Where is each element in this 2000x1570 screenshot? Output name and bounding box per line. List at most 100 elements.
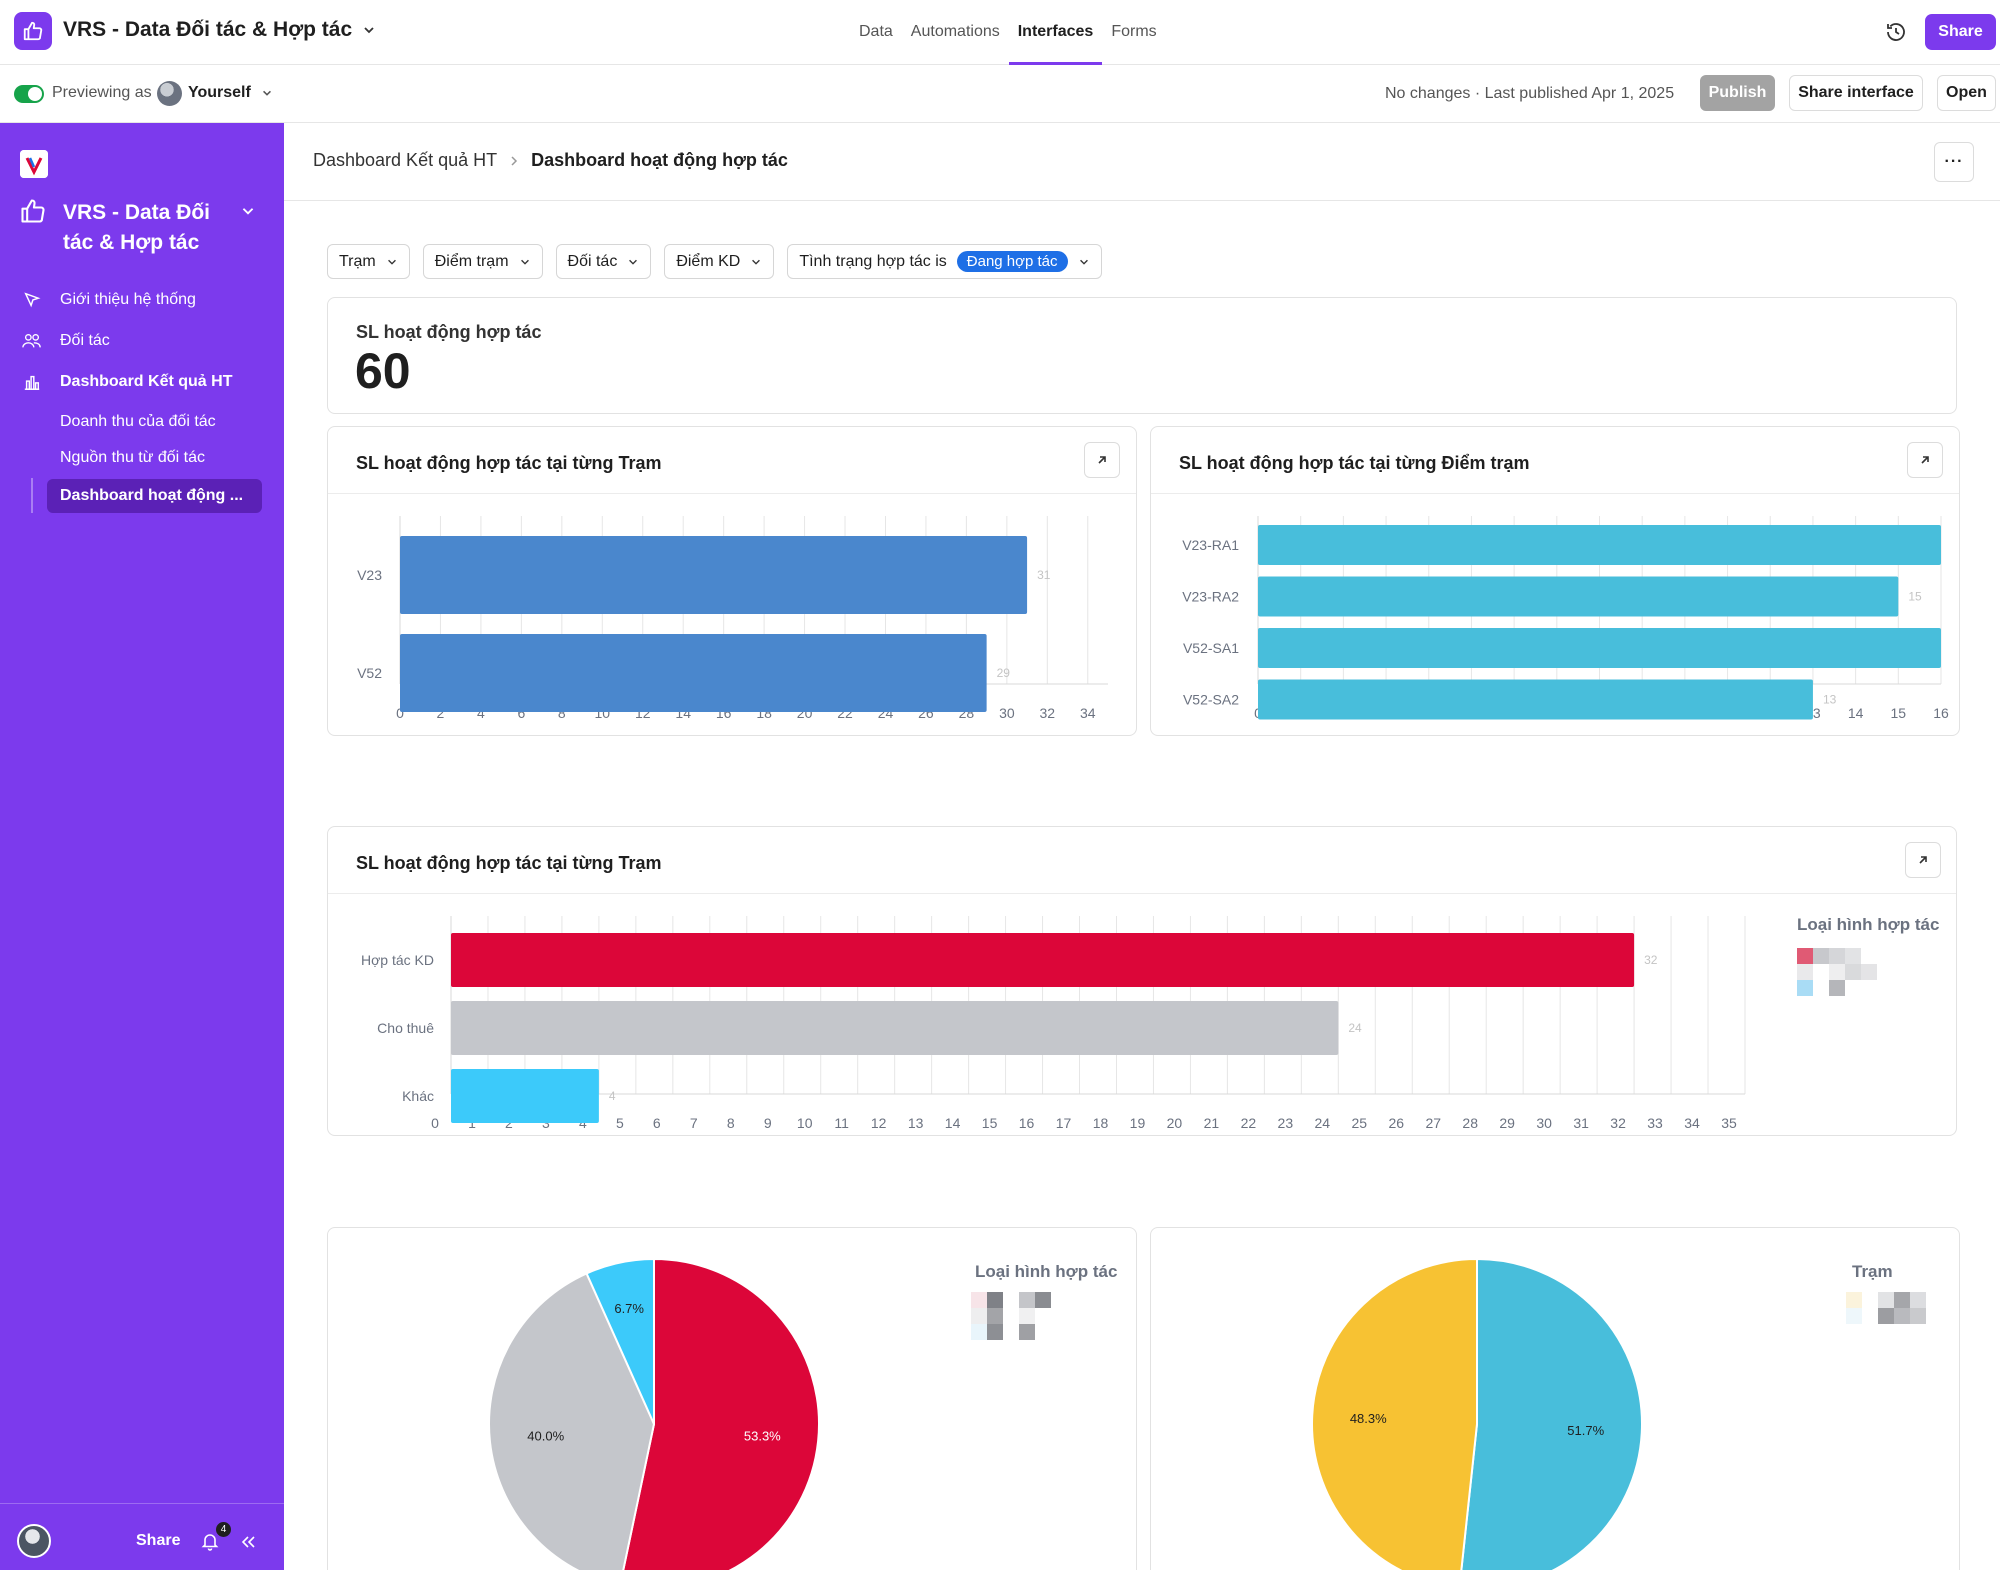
publish-button[interactable]: Publish [1700, 75, 1775, 111]
preview-toggle[interactable] [14, 85, 44, 103]
x-tick-label: 26 [1388, 1115, 1404, 1131]
legend-blurred [971, 1292, 1051, 1340]
sidebar-title[interactable]: VRS - Data Đối tác & Hợp tác [63, 201, 211, 254]
x-tick-label: 6 [653, 1115, 661, 1131]
x-tick-label: 16 [1019, 1115, 1035, 1131]
sidebar-item-label: Đối tác [60, 332, 110, 349]
legend-title: Loại hình hợp tác [1797, 915, 1940, 934]
preview-user-name: Yourself [188, 84, 251, 101]
filter-doi-tac[interactable]: Đối tác [555, 244, 652, 279]
x-tick-label: 13 [908, 1115, 924, 1131]
bell-icon[interactable] [200, 1531, 220, 1551]
bar [1258, 525, 1941, 565]
sidebar-item-doi-tac[interactable]: Đối tác [22, 326, 110, 356]
chart-card-loai-hinh: SL hoạt động hợp tác tại từng Trạm 0 12 34… [327, 826, 1957, 1136]
x-tick-label: 9 [764, 1115, 772, 1131]
x-tick-label: 21 [1204, 1115, 1220, 1131]
bar-chart-loai-hinh: 0123456789101112131415161718192021222324… [361, 916, 1746, 1131]
sidebar-item-dashboard-ket-qua[interactable]: Dashboard Kết quả HT [22, 367, 232, 397]
x-tick-label: 30 [1536, 1115, 1552, 1131]
card-divider [328, 493, 1136, 494]
chevron-down-icon [629, 259, 638, 265]
x-tick-label: 34 [1080, 705, 1096, 721]
nav-data[interactable]: Data [859, 23, 893, 40]
chevron-down-icon [1079, 259, 1088, 265]
slice-label: 6.7% [614, 1301, 644, 1316]
avatar[interactable] [17, 1524, 51, 1558]
data-label: 15 [1908, 590, 1922, 604]
chart-card-diem-tram: SL hoạt động hợp tác tại từng Điểm trạm … [1150, 426, 1960, 736]
publish-status: No changes · Last published Apr 1, 2025 [1385, 85, 1675, 102]
pie-card-tram: 51.7% 48.3% Trạm [1150, 1227, 1960, 1570]
top-nav: Data Automations Interfaces Forms [850, 0, 1166, 65]
sidebar-item-label: Giới thiệu hệ thống [60, 291, 196, 308]
top-bar: VRS - Data Đối tác & Hợp tác Data Automa… [0, 0, 2000, 65]
expand-icon[interactable] [1907, 442, 1943, 478]
filter-diem-tram[interactable]: Điểm trạm [422, 244, 543, 279]
x-tick-label: 23 [1278, 1115, 1294, 1131]
expand-icon[interactable] [1084, 442, 1120, 478]
cursor-icon [22, 290, 42, 310]
collapse-sidebar-icon[interactable] [238, 1532, 258, 1552]
data-label: 4 [609, 1089, 616, 1103]
x-tick-label: 2 [437, 705, 445, 721]
share-button[interactable]: Share [1925, 14, 1996, 50]
sidebar-subitem-nguon-thu[interactable]: Nguồn thu từ đối tác [60, 449, 206, 466]
x-tick-label: 33 [1647, 1115, 1663, 1131]
nav-forms[interactable]: Forms [1111, 23, 1157, 40]
x-tick-label: 22 [1241, 1115, 1257, 1131]
nav-interfaces[interactable]: Interfaces [1008, 0, 1103, 65]
legend-title: Loại hình hợp tác [975, 1262, 1118, 1281]
bar-chart-diem-tram: 012345678910111213141516V23-RA1V23-RA215… [1182, 516, 1949, 721]
preview-user-select[interactable]: Yourself [188, 84, 273, 102]
x-tick-label: 32 [1040, 705, 1056, 721]
notification-badge: 4 [216, 1522, 231, 1537]
chevron-right-icon [511, 155, 518, 166]
category-label: Hợp tác KD [361, 952, 434, 968]
x-tick-label: 5 [616, 1115, 624, 1131]
bar [451, 1001, 1339, 1055]
x-tick-label: 0 [396, 705, 404, 721]
sidebar-share-button[interactable]: Share [136, 1532, 181, 1549]
card-divider [1151, 493, 1959, 494]
filter-diem-kd[interactable]: Điểm KD [664, 244, 775, 279]
category-label: V23 [357, 567, 382, 583]
more-options-button[interactable]: ··· [1934, 142, 1974, 182]
expand-icon[interactable] [1905, 842, 1941, 878]
data-label: 31 [1037, 568, 1051, 582]
filter-tram[interactable]: Trạm [327, 244, 410, 279]
sidebar-item-gioi-thieu[interactable]: Giới thiệu hệ thống [22, 285, 196, 315]
filter-bar: Trạm Điểm trạm Đối tác Điểm KD Tình trạn… [327, 244, 1102, 279]
thumbs-up-icon[interactable] [14, 12, 52, 50]
preview-bar: Previewing as Yourself No changes · Last… [0, 65, 2000, 123]
x-tick-label: 14 [945, 1115, 961, 1131]
x-tick-label: 35 [1721, 1115, 1737, 1131]
x-tick-label: 0 [431, 1115, 439, 1131]
preview-label: Previewing as [52, 84, 152, 101]
x-tick-label: 16 [1933, 705, 1949, 721]
open-button[interactable]: Open [1937, 75, 1996, 111]
x-tick-label: 34 [1684, 1115, 1700, 1131]
base-title-text: VRS - Data Đối tác & Hợp tác [63, 18, 353, 41]
x-tick-label: 18 [1093, 1115, 1109, 1131]
bar [1258, 576, 1899, 617]
chevron-down-icon[interactable] [240, 203, 256, 219]
chevron-down-icon [262, 90, 271, 96]
pie-slice [1460, 1257, 1643, 1570]
chart-title: SL hoạt động hợp tác tại từng Trạm [356, 453, 662, 473]
filter-tinh-trang[interactable]: Tình trạng hợp tác is Đang hợp tác [787, 244, 1102, 279]
base-title[interactable]: VRS - Data Đối tác & Hợp tác [63, 18, 376, 42]
breadcrumb-parent[interactable]: Dashboard Kết quả HT [313, 150, 498, 170]
sidebar-subitem-doanh-thu[interactable]: Doanh thu của đối tác [60, 413, 216, 430]
share-interface-button[interactable]: Share interface [1789, 75, 1923, 111]
category-label: V52-SA2 [1183, 692, 1239, 708]
filter-label: Tình trạng hợp tác is [799, 252, 947, 270]
x-tick-label: 29 [1499, 1115, 1515, 1131]
history-icon[interactable] [1884, 20, 1908, 44]
x-tick-label: 27 [1425, 1115, 1441, 1131]
filter-label: Đối tác [567, 252, 618, 270]
nav-automations[interactable]: Automations [910, 23, 1000, 40]
x-tick-label: 17 [1056, 1115, 1072, 1131]
sidebar-subitem-dashboard-hoat-dong[interactable]: Dashboard hoạt động ... [47, 479, 262, 513]
